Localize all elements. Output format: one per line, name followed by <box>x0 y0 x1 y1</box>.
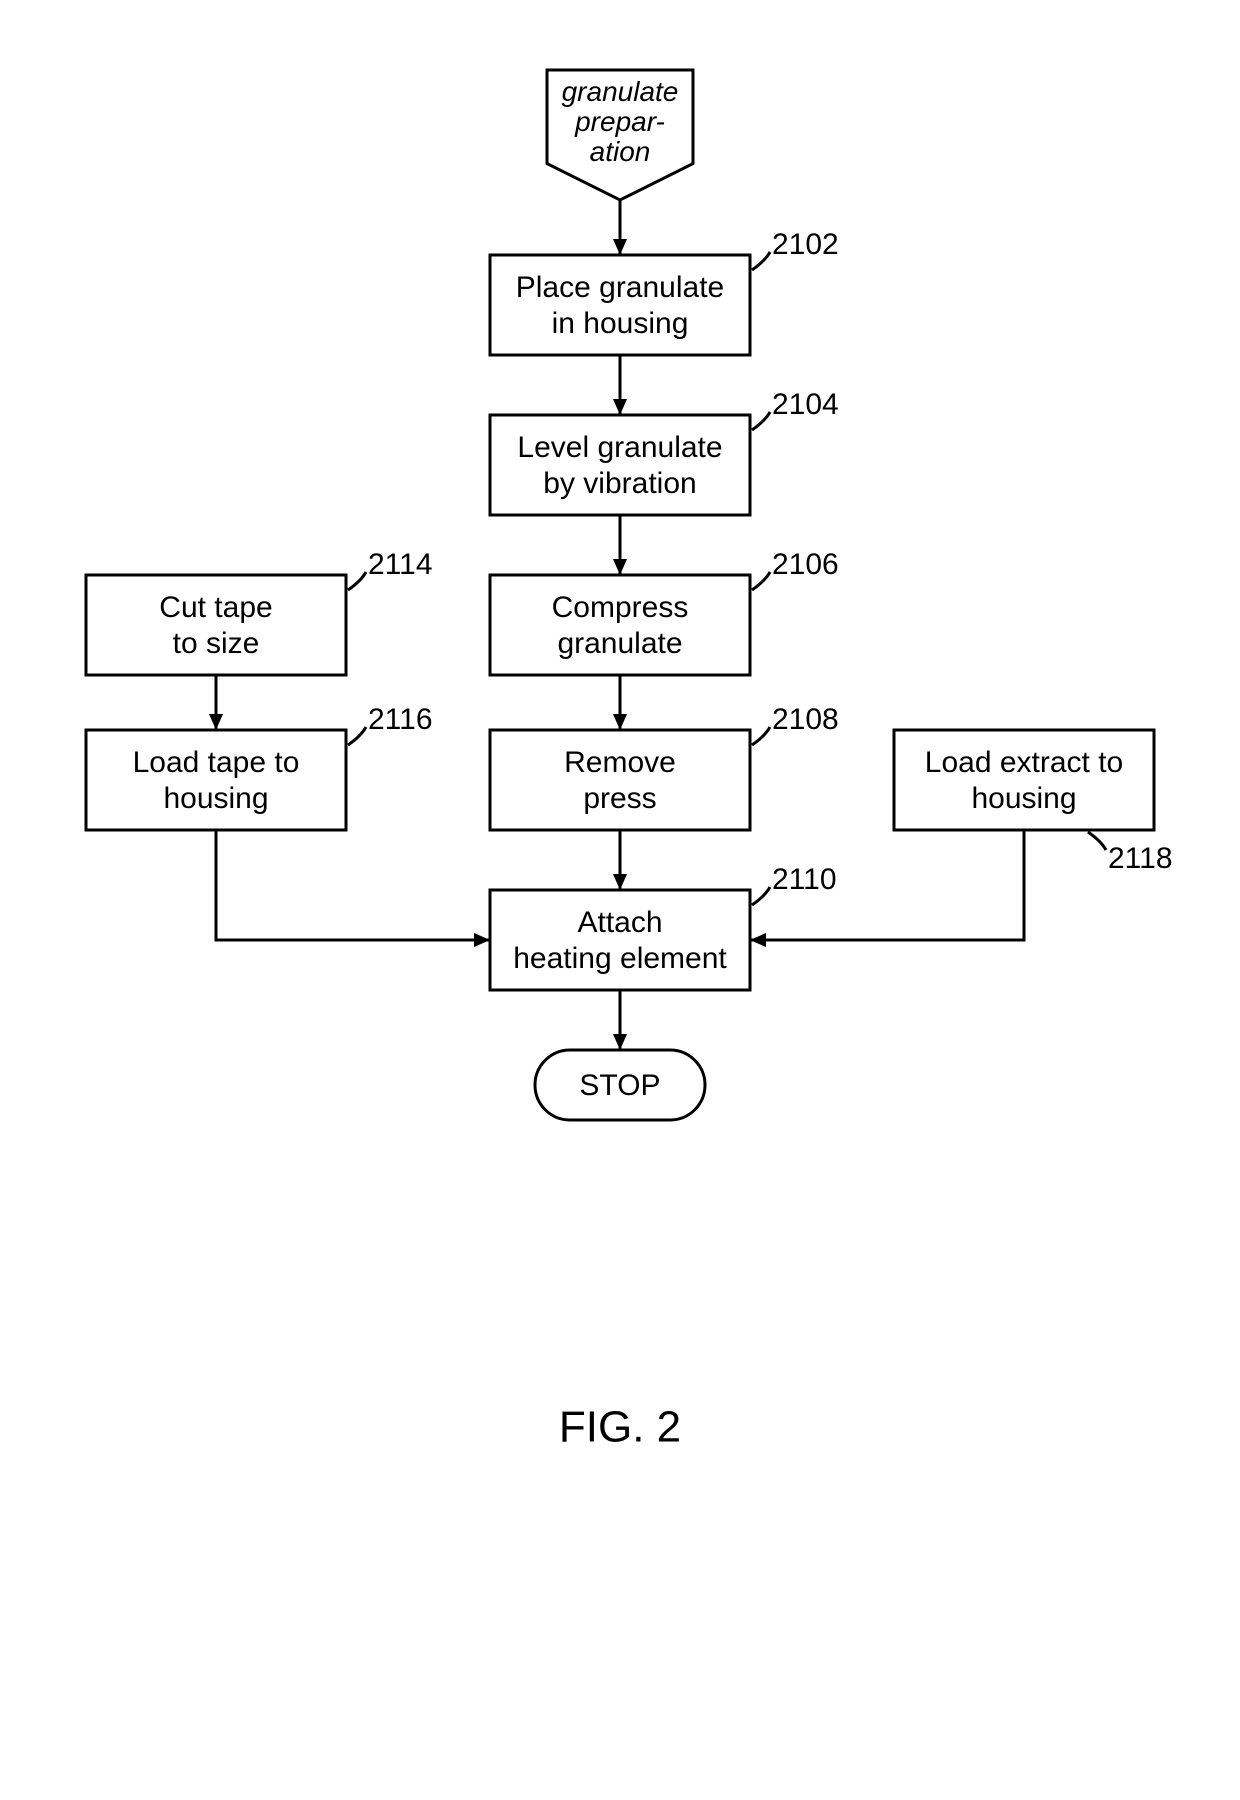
svg-text:Load tape to: Load tape to <box>133 746 300 779</box>
flowchart-canvas: granulateprepar-ationPlace granulatein h… <box>0 0 1240 1800</box>
svg-text:housing: housing <box>163 782 268 815</box>
svg-text:2110: 2110 <box>772 863 837 896</box>
svg-text:in housing: in housing <box>552 307 689 340</box>
node-b2118: Load extract tohousing 2118 <box>894 730 1173 875</box>
svg-text:2114: 2114 <box>368 548 433 581</box>
svg-text:2108: 2108 <box>772 703 839 736</box>
svg-text:Compress: Compress <box>552 591 689 624</box>
figure-label: FIG. 2 <box>559 1403 681 1452</box>
svg-text:2102: 2102 <box>772 228 839 261</box>
svg-text:2104: 2104 <box>772 388 839 421</box>
svg-text:ation: ation <box>590 136 651 167</box>
svg-text:Load extract to: Load extract to <box>925 746 1123 779</box>
node-b2116: Load tape tohousing 2116 <box>86 703 433 830</box>
svg-text:2106: 2106 <box>772 548 839 581</box>
svg-text:prepar-: prepar- <box>574 106 665 137</box>
svg-text:Cut tape: Cut tape <box>159 591 272 624</box>
svg-text:Remove: Remove <box>564 746 676 779</box>
svg-text:Attach: Attach <box>577 906 662 939</box>
node-b2104: Level granulateby vibration 2104 <box>490 388 839 515</box>
svg-text:granulate: granulate <box>557 627 682 660</box>
svg-text:STOP: STOP <box>579 1069 660 1102</box>
node-b2114: Cut tapeto size 2114 <box>86 548 433 675</box>
node-start: granulateprepar-ation <box>547 70 693 200</box>
svg-text:housing: housing <box>971 782 1076 815</box>
svg-text:granulate: granulate <box>562 76 679 107</box>
node-stop: STOP <box>535 1050 705 1120</box>
svg-text:Place granulate: Place granulate <box>516 271 724 304</box>
node-b2102: Place granulatein housing 2102 <box>490 228 839 355</box>
node-b2108: Removepress 2108 <box>490 703 839 830</box>
svg-text:to size: to size <box>173 627 260 660</box>
svg-text:2118: 2118 <box>1108 842 1173 875</box>
svg-text:press: press <box>583 782 656 815</box>
svg-text:2116: 2116 <box>368 703 433 736</box>
svg-text:heating element: heating element <box>513 942 727 975</box>
svg-text:by vibration: by vibration <box>543 467 696 500</box>
node-b2110: Attachheating element 2110 <box>490 863 837 990</box>
svg-text:Level granulate: Level granulate <box>517 431 722 464</box>
node-b2106: Compressgranulate 2106 <box>490 548 839 675</box>
